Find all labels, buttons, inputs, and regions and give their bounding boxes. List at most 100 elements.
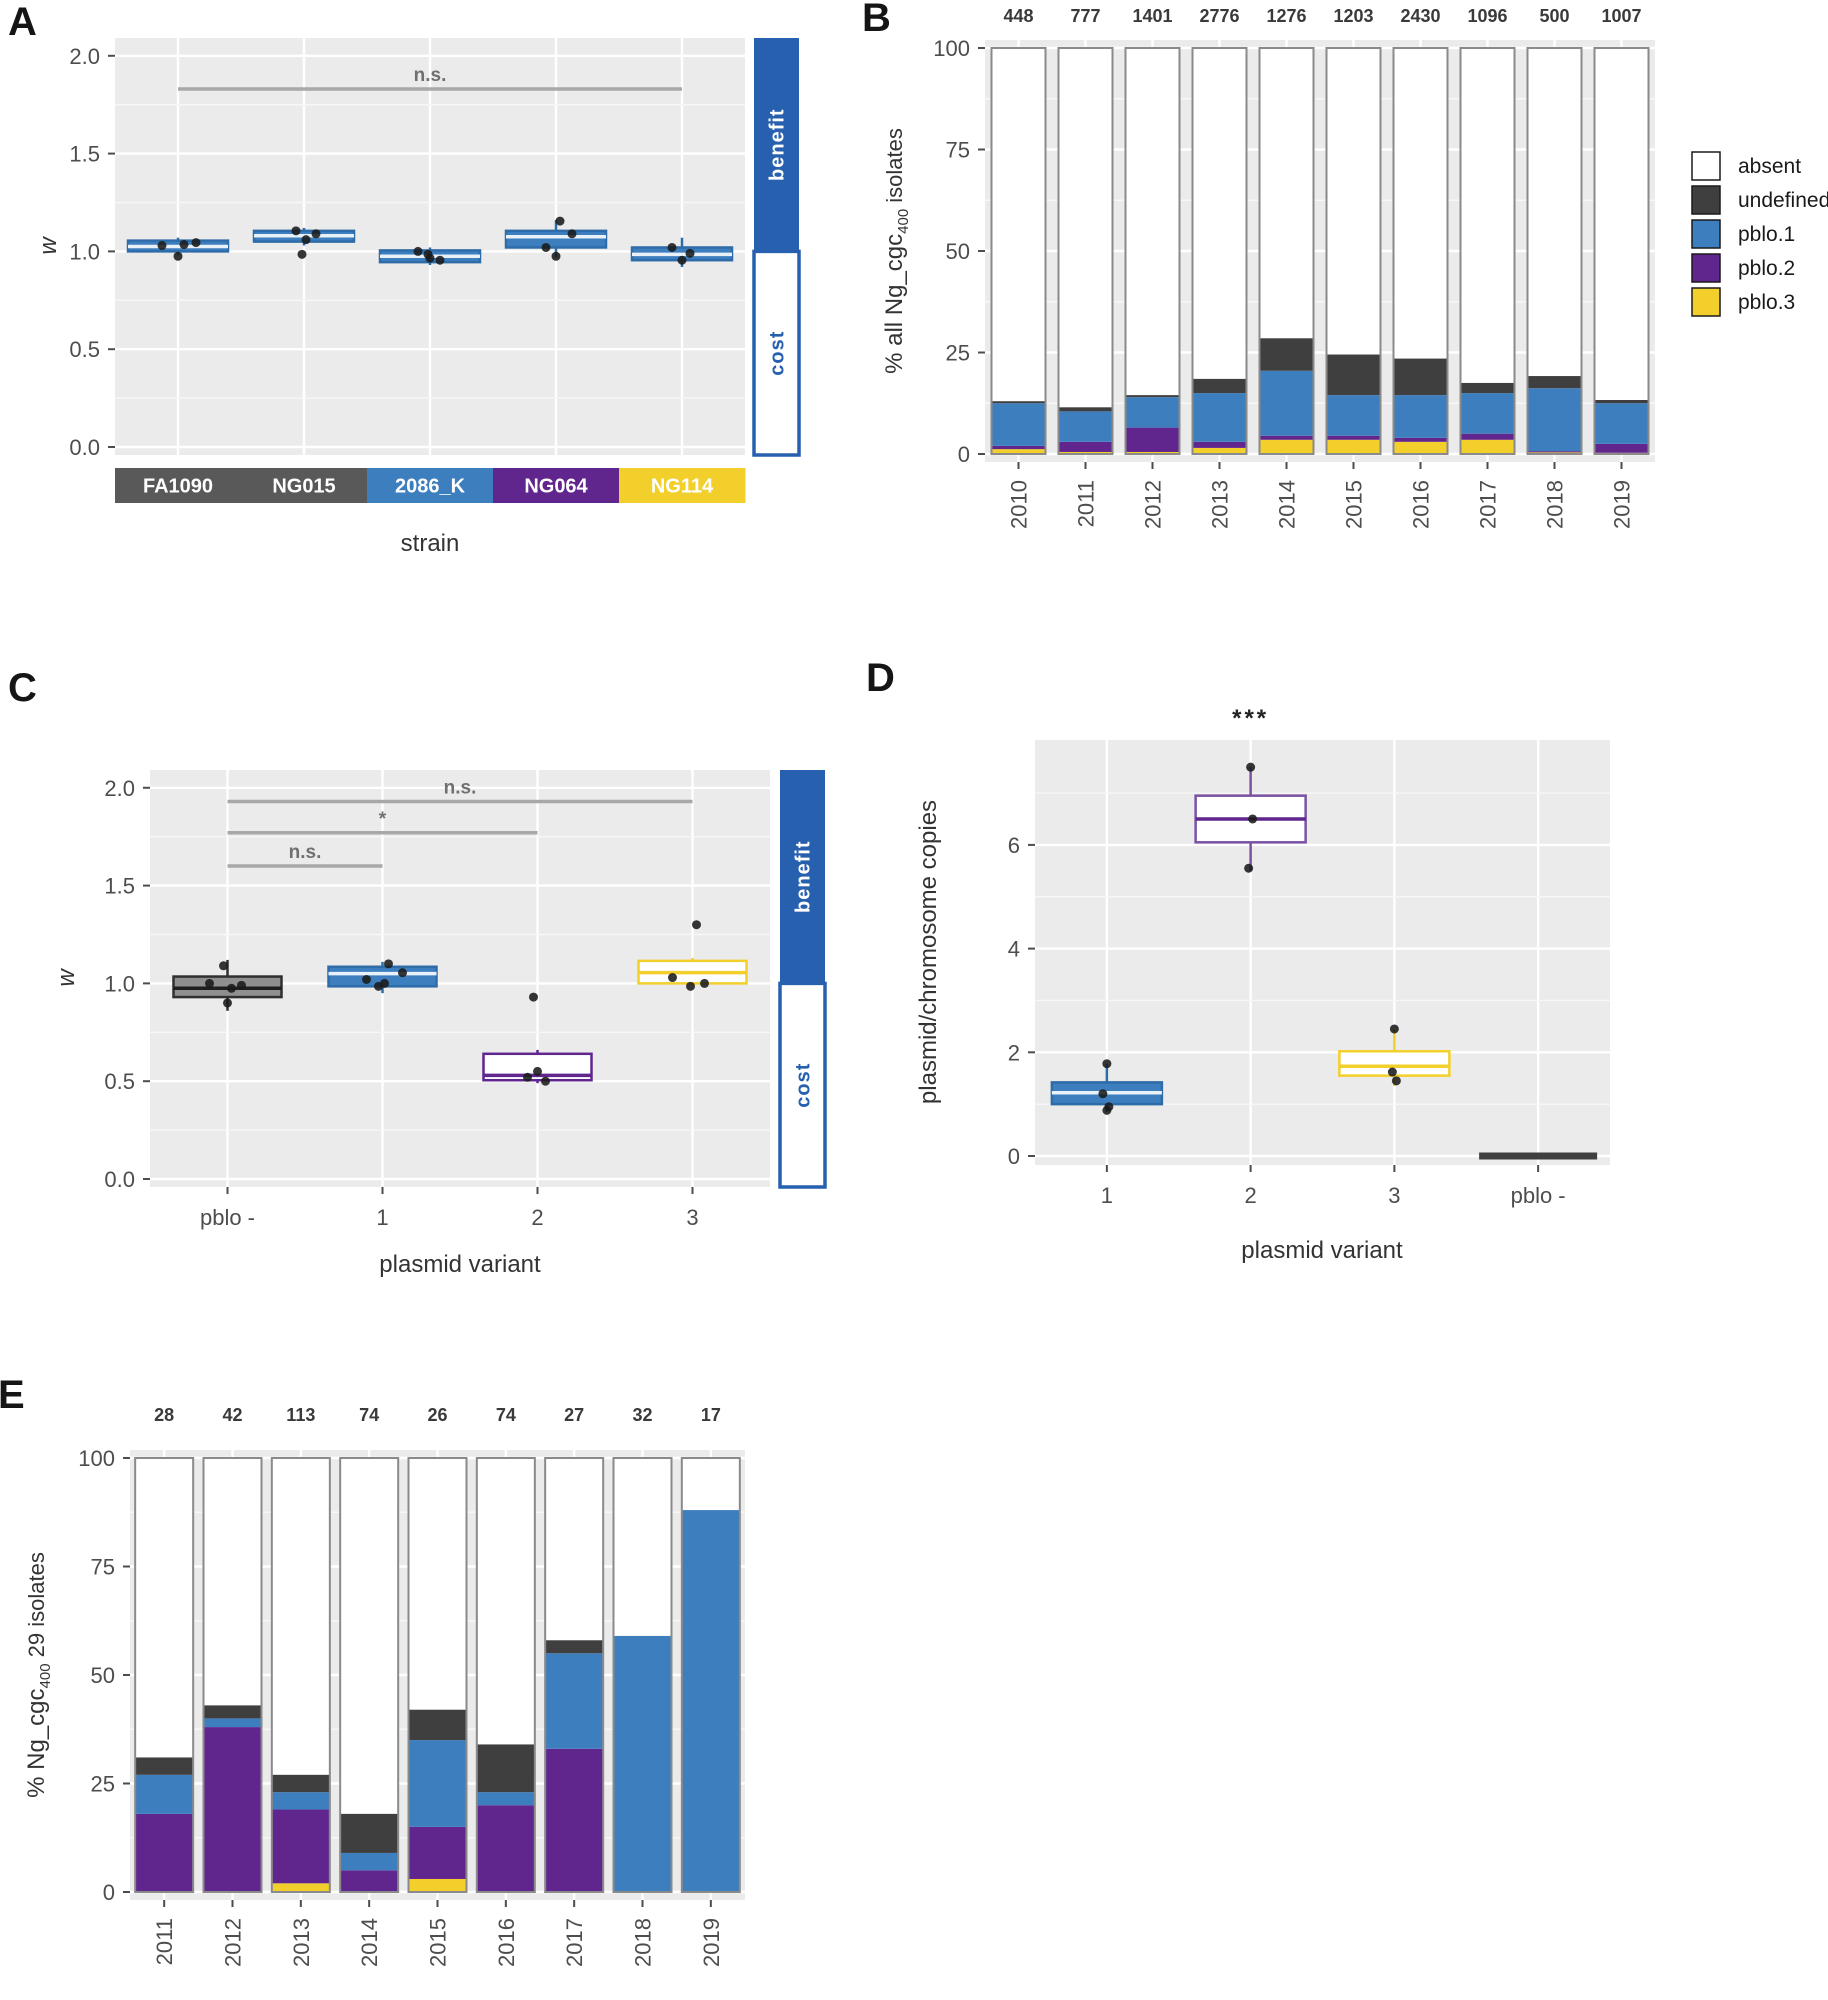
svg-text:113: 113 — [286, 1405, 315, 1425]
svg-text:0: 0 — [958, 442, 970, 467]
svg-text:1096: 1096 — [1467, 6, 1507, 26]
svg-text:17: 17 — [701, 1405, 721, 1425]
svg-text:2015: 2015 — [426, 1918, 451, 1967]
svg-text:w: w — [53, 968, 80, 987]
svg-text:0.5: 0.5 — [69, 337, 100, 362]
panel-b-label: B — [862, 0, 891, 40]
svg-text:1: 1 — [1101, 1183, 1113, 1208]
svg-text:448: 448 — [1003, 6, 1033, 26]
svg-text:*: * — [379, 809, 387, 830]
svg-text:2019: 2019 — [1610, 480, 1635, 529]
svg-text:50: 50 — [91, 1663, 115, 1688]
svg-text:FA1090: FA1090 — [143, 476, 213, 498]
panel-e-isolates-stacked-bars: E 0 25 50 75 100 % Ng_cgc400 29 isolates 28 201… — [0, 1355, 800, 2000]
panel-a-label: A — [8, 0, 37, 44]
svg-text:2016: 2016 — [1409, 480, 1434, 529]
svg-text:NG114: NG114 — [651, 476, 714, 498]
svg-text:NG064: NG064 — [524, 476, 588, 498]
panel-a-boxplot-chart: 0.0 0.5 1.0 1.5 2.0 w n.s. FA1090 NG015 2086_K NG0… — [35, 38, 801, 557]
svg-text:plasmid variant: plasmid variant — [379, 1251, 541, 1278]
svg-text:2011: 2011 — [1074, 480, 1099, 527]
svg-text:50: 50 — [946, 239, 970, 264]
svg-text:2016: 2016 — [494, 1918, 519, 1967]
svg-text:undefined: undefined — [1738, 189, 1828, 212]
svg-text:1: 1 — [376, 1205, 388, 1230]
svg-text:1007: 1007 — [1601, 6, 1641, 26]
svg-text:2018: 2018 — [1543, 480, 1568, 529]
svg-text:n.s.: n.s. — [414, 65, 447, 86]
svg-text:3: 3 — [686, 1205, 698, 1230]
svg-text:2.0: 2.0 — [104, 776, 135, 801]
svg-text:1.0: 1.0 — [104, 971, 135, 996]
svg-text:28: 28 — [154, 1405, 174, 1425]
svg-text:4: 4 — [1008, 937, 1020, 962]
svg-text:1.5: 1.5 — [104, 874, 135, 899]
svg-text:26: 26 — [427, 1405, 447, 1425]
svg-text:74: 74 — [359, 1405, 379, 1425]
svg-text:1203: 1203 — [1333, 6, 1373, 26]
svg-text:74: 74 — [496, 1405, 516, 1425]
svg-text:100: 100 — [78, 1446, 115, 1471]
panel-d-label: D — [866, 656, 895, 700]
svg-text:42: 42 — [222, 1405, 242, 1425]
svg-text:25: 25 — [91, 1772, 115, 1797]
svg-text:27: 27 — [564, 1405, 584, 1425]
svg-text:32: 32 — [632, 1405, 652, 1425]
svg-text:cost: cost — [793, 1063, 815, 1108]
panel-c-label: C — [8, 666, 37, 710]
svg-text:cost: cost — [767, 331, 789, 376]
panel-c-fitness-by-plasmid-variant: C 0.0 0.5 1.0 1.5 2.0 w n.s. * n.s. pblo - 1 2 3 plas… — [0, 650, 830, 1310]
svg-text:2086_K: 2086_K — [395, 476, 466, 498]
svg-text:2010: 2010 — [1007, 480, 1032, 529]
svg-text:2014: 2014 — [1275, 480, 1300, 529]
svg-text:pblo -: pblo - — [200, 1205, 255, 1230]
svg-text:plasmid/chromosome copies: plasmid/chromosome copies — [915, 800, 942, 1104]
svg-text:1401: 1401 — [1132, 6, 1172, 26]
svg-text:0.0: 0.0 — [104, 1167, 135, 1192]
svg-text:benefit: benefit — [793, 840, 815, 913]
svg-text:777: 777 — [1070, 6, 1100, 26]
svg-text:500: 500 — [1539, 6, 1569, 26]
svg-text:% Ng_cgc400 29 isolates: % Ng_cgc400 29 isolates — [23, 1552, 54, 1798]
svg-text:2776: 2776 — [1199, 6, 1239, 26]
panel-c-boxplot-chart: 0.0 0.5 1.0 1.5 2.0 w n.s. * n.s. pblo - 1 2 3 plasmi… — [53, 770, 827, 1278]
svg-text:2015: 2015 — [1342, 480, 1367, 529]
svg-text:2: 2 — [531, 1205, 543, 1230]
panel-d-copy-number-by-variant: D 0 2 4 6 plasmid/chromosome copies 1 2 3 pblo -… — [850, 650, 1650, 1340]
svg-text:pblo.1: pblo.1 — [1738, 223, 1795, 246]
svg-text:25: 25 — [946, 341, 970, 366]
svg-text:absent: absent — [1738, 155, 1801, 178]
svg-text:strain: strain — [401, 530, 460, 557]
svg-text:3: 3 — [1388, 1183, 1400, 1208]
svg-text:2: 2 — [1245, 1183, 1257, 1208]
svg-text:***: *** — [1232, 705, 1269, 732]
panel-a-fitness-by-strain: A 0.0 0.5 1.0 1.5 2.0 w n.s. FA1090 NG015 2086_K N… — [0, 0, 830, 620]
svg-text:2017: 2017 — [562, 1918, 587, 1967]
panel-b-stacked-bar-chart: 0 25 50 75 100 % all Ng_cgc400 isolates 448 201… — [881, 6, 1828, 529]
svg-text:plasmid variant: plasmid variant — [1241, 1237, 1403, 1264]
svg-text:1.0: 1.0 — [69, 239, 100, 264]
svg-text:2011: 2011 — [152, 1918, 177, 1965]
svg-text:0.0: 0.0 — [69, 435, 100, 460]
svg-text:0.5: 0.5 — [104, 1069, 135, 1094]
panel-b-isolates-stacked-bars: B 0 25 50 75 100 % all Ng_cgc400 isolates 448 2… — [850, 0, 1828, 630]
svg-text:2017: 2017 — [1476, 480, 1501, 529]
svg-text:2019: 2019 — [699, 1918, 724, 1967]
svg-text:1.5: 1.5 — [69, 142, 100, 167]
panel-e-stacked-bar-chart: 0 25 50 75 100 % Ng_cgc400 29 isolates 28 2011 4… — [23, 1405, 745, 1967]
panel-d-boxplot-chart: 0 2 4 6 plasmid/chromosome copies 1 2 3 pblo - pl… — [915, 705, 1610, 1264]
svg-text:pblo -: pblo - — [1511, 1183, 1566, 1208]
svg-text:0: 0 — [1008, 1144, 1020, 1169]
svg-text:1276: 1276 — [1266, 6, 1306, 26]
svg-text:75: 75 — [946, 138, 970, 163]
svg-text:2018: 2018 — [631, 1918, 656, 1967]
svg-text:pblo.3: pblo.3 — [1738, 291, 1795, 314]
svg-text:% all Ng_cgc400 isolates: % all Ng_cgc400 isolates — [881, 128, 912, 374]
svg-text:2: 2 — [1008, 1040, 1020, 1065]
svg-text:w: w — [35, 236, 62, 255]
svg-text:2013: 2013 — [289, 1918, 314, 1967]
svg-text:2012: 2012 — [221, 1918, 246, 1967]
panel-e-label: E — [0, 1373, 25, 1417]
svg-text:benefit: benefit — [767, 108, 789, 181]
